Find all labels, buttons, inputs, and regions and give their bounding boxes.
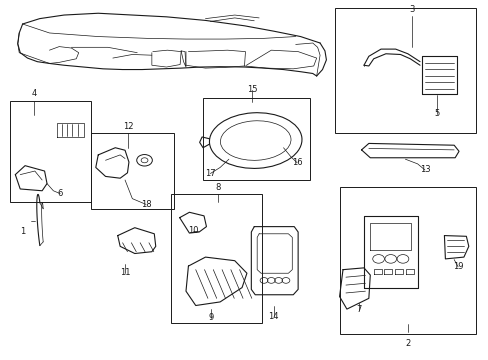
Text: 5: 5 [434,109,439,118]
Bar [91,134,173,209]
Text: 11: 11 [120,268,130,277]
Text: 12: 12 [123,122,133,131]
Text: 19: 19 [452,262,462,271]
Text: 16: 16 [291,158,302,167]
Text: 9: 9 [208,313,214,322]
Text: 4: 4 [31,89,37,98]
Text: 1: 1 [20,228,25,237]
Text: 3: 3 [408,5,414,14]
Bar [10,101,91,202]
Text: 10: 10 [188,226,198,235]
Text: 8: 8 [215,183,220,192]
Text: 6: 6 [58,189,63,198]
Bar [203,98,310,180]
Text: 17: 17 [204,169,215,178]
Text: 14: 14 [268,312,279,321]
Text: 18: 18 [141,200,151,209]
Bar [171,194,261,323]
Bar [334,8,475,134]
Bar [339,187,475,334]
Text: 7: 7 [356,305,361,314]
Text: 2: 2 [405,339,409,348]
Text: 13: 13 [419,166,429,175]
Text: 15: 15 [246,85,257,94]
